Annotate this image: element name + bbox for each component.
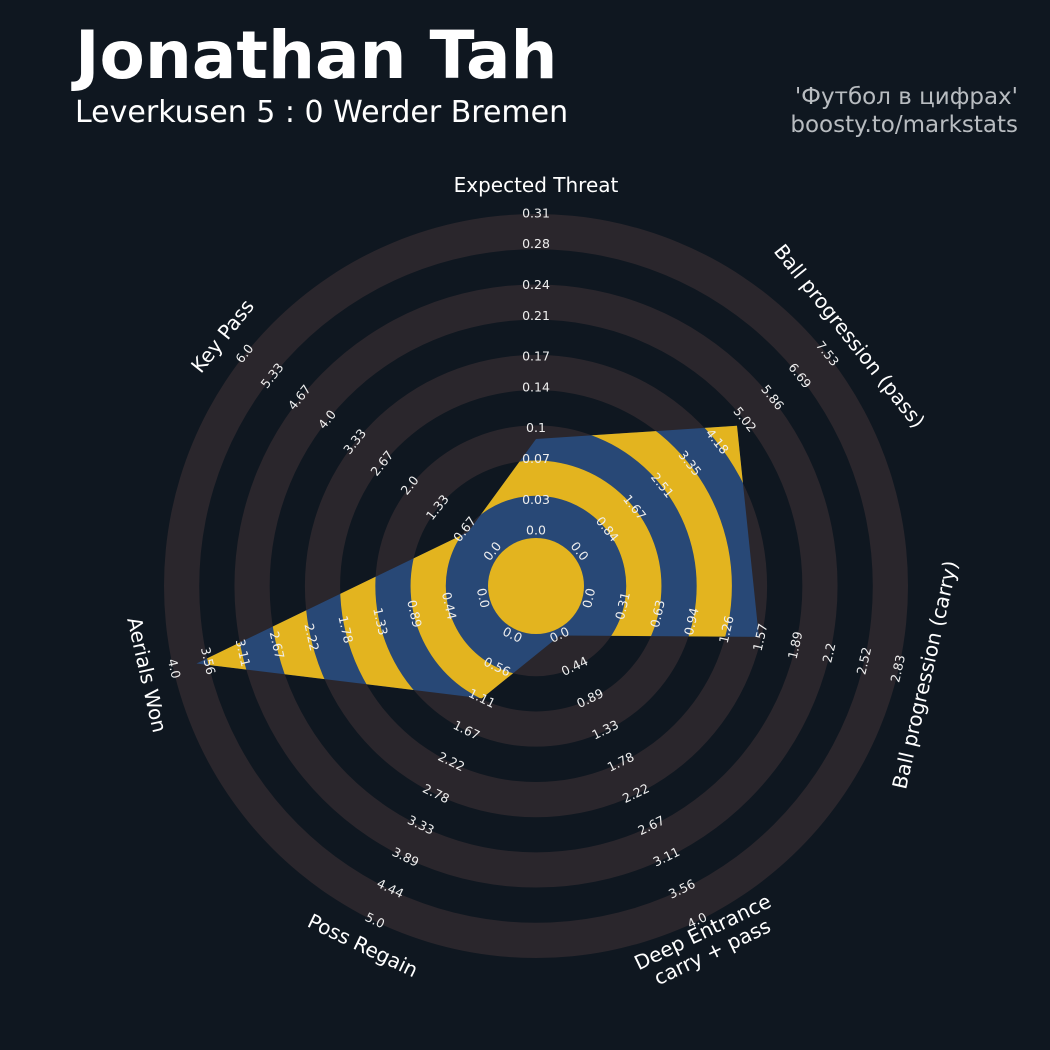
tick-label: 4.0 (165, 657, 184, 680)
credit: boosty.to/markstats (790, 112, 1018, 138)
tick-label: 0.89 (404, 598, 425, 629)
tick-label: 0.03 (522, 492, 550, 507)
tick-label: 0.44 (439, 591, 460, 622)
stripes (199, 425, 759, 699)
tick-label: 0.31 (522, 206, 550, 221)
tick-label: 0.94 (681, 606, 702, 637)
tick-label: 1.89 (785, 630, 806, 661)
tick-label: 1.26 (716, 614, 737, 645)
tick-label: 1.33 (370, 606, 391, 636)
stripe (488, 538, 584, 634)
tick-label: 0.31 (612, 591, 633, 621)
tick-label: 0.24 (522, 277, 550, 292)
tick-label: 2.67 (267, 630, 288, 660)
tick-label: 2.83 (887, 653, 908, 683)
subtitle: Leverkusen 5 : 0 Werder Bremen (75, 95, 568, 130)
tick-label: 0.1 (526, 420, 546, 435)
tick-label: 3.56 (198, 646, 219, 677)
tick-label: 1.78 (335, 614, 356, 645)
axis-label: Expected Threat (454, 173, 619, 197)
tick-label: 1.57 (750, 622, 771, 652)
title: Jonathan Tah (71, 17, 558, 94)
tick-label: 0.07 (522, 451, 550, 466)
tick-label: 0.14 (522, 379, 550, 394)
tick-label: 0.63 (647, 598, 668, 628)
tick-label: 0.28 (522, 236, 550, 251)
tick-label: 0.0 (579, 587, 598, 610)
tick-label: 0.17 (522, 349, 550, 364)
tick-label: 2.2 (819, 641, 838, 664)
tick-label: 2.22 (301, 622, 322, 652)
credit: 'Футбол в цифрах' (795, 84, 1018, 110)
tick-label: 0.21 (522, 308, 550, 323)
axis-label: Aerials Won (123, 615, 173, 735)
tick-label: 2.52 (853, 646, 874, 676)
tick-label: 3.11 (233, 638, 254, 668)
tick-label: 0.0 (526, 523, 546, 538)
tick-label: 0.0 (474, 587, 493, 610)
